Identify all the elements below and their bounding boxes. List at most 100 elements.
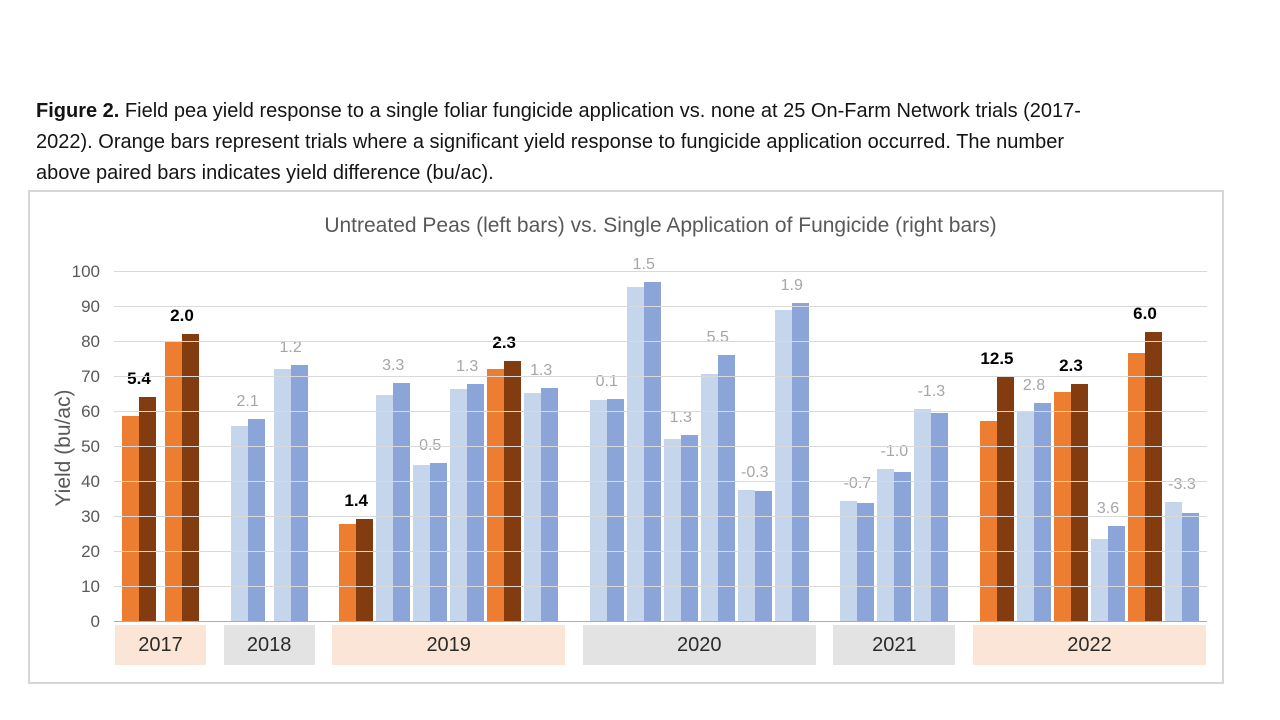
bar-treated: [1144, 331, 1162, 622]
year-group-2019: 1.4 3.3 0.5 1.3 2.3 1.3 2019: [332, 272, 566, 665]
bar-untreated: [774, 309, 792, 622]
diff-label: 1.9: [780, 277, 803, 295]
bar-pair: -1.0: [877, 272, 912, 622]
y-tick-label-0: 0: [90, 612, 100, 631]
bar-pair: 1.3: [663, 272, 698, 622]
year-group-2018: 2.1 1.2 2018: [223, 272, 315, 665]
year-group-2022: 12.5 2.8 2.3 3.6 6.0 -3.3 2022: [972, 272, 1206, 665]
bar-pair: 5.5: [700, 272, 735, 622]
figure-caption-line-2: 2022). Orange bars represent trials wher…: [36, 131, 1064, 153]
year-band-2017: 2017: [115, 625, 206, 665]
bar-untreated: [376, 394, 394, 622]
diff-label: 1.2: [279, 339, 302, 357]
bar-treated: [247, 418, 265, 622]
bar-pair: 2.3: [487, 272, 522, 622]
bar-treated: [467, 384, 485, 622]
bar-treated: [290, 365, 308, 622]
bar-pair: 5.4: [122, 272, 156, 622]
gridline-90: [114, 306, 1207, 307]
y-axis-tick-labels: 0 10 20 30 40 50 60 70 80 90 100: [30, 262, 100, 631]
diff-label: 1.3: [669, 408, 692, 426]
bar-treated: [791, 303, 809, 622]
bar-untreated: [914, 408, 932, 622]
diff-label: 0.1: [595, 373, 618, 391]
diff-label: 2.1: [236, 392, 259, 410]
gridline-20: [114, 551, 1207, 552]
bar-pair: 1.9: [774, 272, 809, 622]
bar-treated: [393, 382, 411, 622]
diff-label: 1.3: [530, 362, 553, 380]
bar-treated: [356, 519, 374, 622]
chart-title: Untreated Peas (left bars) vs. Single Ap…: [324, 214, 997, 237]
diff-label: 3.3: [382, 356, 405, 374]
bar-pair: 1.3: [450, 272, 485, 622]
bar-untreated: [413, 465, 431, 622]
year-group-2021: -0.7 -1.0 -1.3 2021: [833, 272, 956, 665]
bar-treated: [931, 413, 949, 622]
bar-treated: [1070, 384, 1088, 622]
diff-label: 12.5: [980, 349, 1014, 368]
year-band-2020: 2020: [582, 625, 816, 665]
bar-treated: [504, 360, 522, 622]
chart-frame: Untreated Peas (left bars) vs. Single Ap…: [28, 190, 1224, 684]
bar-treated: [139, 396, 156, 622]
bar-pair: 1.3: [524, 272, 559, 622]
year-band-2022: 2022: [972, 625, 1206, 665]
figure-caption-line-1: Figure 2. Field pea yield response to a …: [36, 100, 1081, 122]
bar-pair: 0.5: [413, 272, 448, 622]
bar-treated: [606, 399, 624, 622]
bar-pair: 2.8: [1016, 272, 1051, 622]
x-axis-line: [114, 621, 1207, 622]
gridline-30: [114, 516, 1207, 517]
bar-groups: 5.4 2.0 2017 2.1 1.2 2018 1.4 3.3 0.5 1.3 2.3 1.3 20…: [114, 256, 1207, 665]
bar-untreated: [487, 368, 505, 622]
diff-label: 1.5: [632, 256, 655, 274]
year-group-2017: 5.4 2.0 2017: [115, 272, 206, 665]
figure-caption: Figure 2. Field pea yield response to a …: [36, 96, 1248, 189]
diff-label: 5.4: [127, 368, 151, 388]
bar-pair: 6.0: [1127, 272, 1162, 622]
gridline-100: [114, 271, 1207, 272]
bar-untreated: [737, 489, 755, 622]
bar-untreated: [1164, 501, 1182, 622]
bar-pair: -3.3: [1164, 272, 1199, 622]
y-tick-label-80: 80: [81, 332, 100, 351]
bar-untreated: [877, 468, 895, 622]
bar-treated: [894, 472, 912, 622]
bar-pair: -0.3: [737, 272, 772, 622]
figure-caption-line-3: above paired bars indicates yield differ…: [36, 162, 494, 184]
bar-untreated: [1127, 352, 1145, 622]
year-band-2018: 2018: [223, 625, 315, 665]
bar-pair: -1.3: [914, 272, 949, 622]
diff-label: 2.3: [1059, 356, 1083, 375]
bar-untreated: [589, 399, 607, 622]
bar-pair: 1.2: [273, 272, 308, 622]
bar-untreated: [979, 420, 997, 622]
gridline-70: [114, 376, 1207, 377]
diff-label: 5.5: [706, 328, 729, 346]
figure-number: Figure 2.: [36, 100, 120, 122]
bar-untreated: [626, 287, 644, 622]
bar-treated: [754, 490, 772, 622]
y-tick-label-20: 20: [81, 542, 100, 561]
diff-label: 2.3: [492, 332, 517, 352]
bar-untreated: [1090, 538, 1108, 622]
diff-label: 2.8: [1022, 376, 1046, 394]
bar-pair: 1.5: [626, 256, 661, 622]
bar-untreated: [663, 439, 681, 622]
bar-pair: 0.1: [589, 272, 624, 622]
bar-untreated: [840, 500, 858, 622]
y-tick-label-70: 70: [81, 367, 100, 386]
bar-pair: 2.3: [1053, 272, 1088, 622]
diff-label: 0.5: [419, 437, 442, 455]
diff-label: 6.0: [1133, 303, 1157, 323]
diff-label: 1.4: [344, 491, 369, 511]
bar-untreated: [122, 415, 139, 622]
y-tick-label-50: 50: [81, 437, 100, 456]
bar-pair: 12.5: [979, 272, 1014, 622]
gridline-80: [114, 341, 1207, 342]
diff-label: -0.3: [740, 463, 769, 481]
diff-label: -1.3: [917, 382, 946, 400]
bar-treated: [643, 282, 661, 622]
